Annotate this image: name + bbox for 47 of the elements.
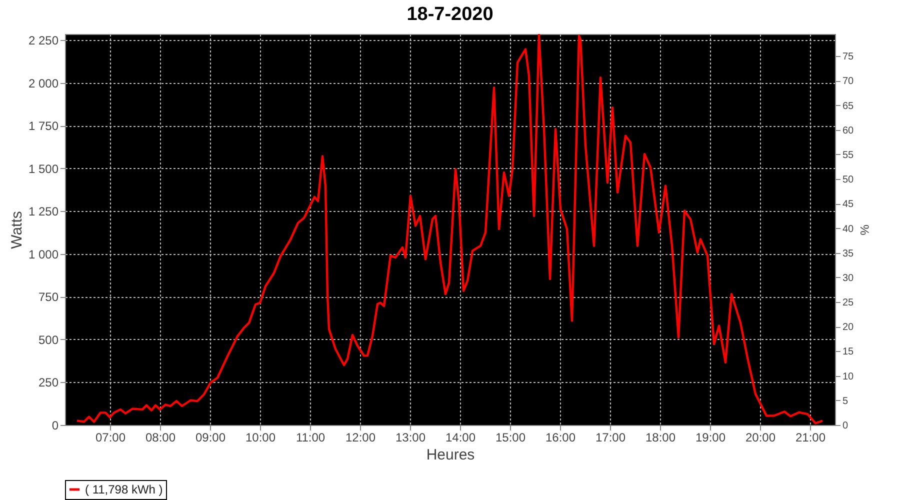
y2-tick-label: 40 <box>842 224 854 235</box>
y2-tick-label: 10 <box>842 371 854 382</box>
chart-title: 18-7-2020 <box>406 4 494 25</box>
x-tick-label: 12:00 <box>345 430 376 444</box>
x-tick-label: 17:00 <box>595 430 626 444</box>
y-tick-label: 0 <box>52 418 59 432</box>
y-tick-label: 750 <box>38 290 59 304</box>
x-tick-label: 14:00 <box>445 430 476 444</box>
x-tick-label: 19:00 <box>695 430 726 444</box>
x-tick-label: 16:00 <box>545 430 576 444</box>
y2-tick-label: 75 <box>842 52 854 63</box>
x-tick-label: 13:00 <box>395 430 426 444</box>
y-tick-label: 250 <box>38 376 59 390</box>
x-tick-label: 08:00 <box>145 430 176 444</box>
y2-axis-title: % <box>858 224 872 236</box>
x-axis-title: Heures <box>426 446 475 464</box>
y2-tick-label: 25 <box>842 298 854 309</box>
y-tick-label: 1 750 <box>28 119 59 134</box>
y2-tick-label: 60 <box>842 125 854 136</box>
x-tick-label: 18:00 <box>645 430 676 444</box>
y2-tick-label: 55 <box>842 150 854 161</box>
y2-tick-label: 15 <box>842 346 854 358</box>
y2-tick-label: 30 <box>842 272 854 284</box>
y-tick-label: 1 000 <box>28 247 59 262</box>
y-tick-label: 2 250 <box>28 33 59 48</box>
x-tick-label: 21:00 <box>795 430 826 444</box>
legend-label: ( 11,798 kWh ) <box>85 482 163 496</box>
x-tick-label: 15:00 <box>495 430 526 444</box>
y2-tick-label: 50 <box>842 174 854 186</box>
y-tick-label: 1 500 <box>28 162 59 176</box>
x-tick-label: 07:00 <box>95 430 126 444</box>
y-axis-title: Watts <box>8 211 26 249</box>
y2-tick-label: 35 <box>842 248 854 260</box>
y2-tick-label: 65 <box>842 100 854 112</box>
line-series <box>76 34 824 424</box>
y-tick-label: 2 000 <box>28 76 59 90</box>
x-tick-label: 11:00 <box>296 430 326 444</box>
x-tick-label: 09:00 <box>195 430 226 444</box>
y-tick-label: 1 250 <box>28 204 59 219</box>
x-tick-label: 10:00 <box>245 430 276 444</box>
x-tick-label: 20:00 <box>745 430 776 444</box>
y2-tick-label: 70 <box>842 76 854 88</box>
y-tick-label: 500 <box>38 332 59 347</box>
y2-tick-label: 45 <box>842 199 854 210</box>
y2-tick-label: 0 <box>842 420 848 432</box>
y2-tick-label: 20 <box>842 322 854 334</box>
y2-tick-label: 5 <box>842 396 848 407</box>
